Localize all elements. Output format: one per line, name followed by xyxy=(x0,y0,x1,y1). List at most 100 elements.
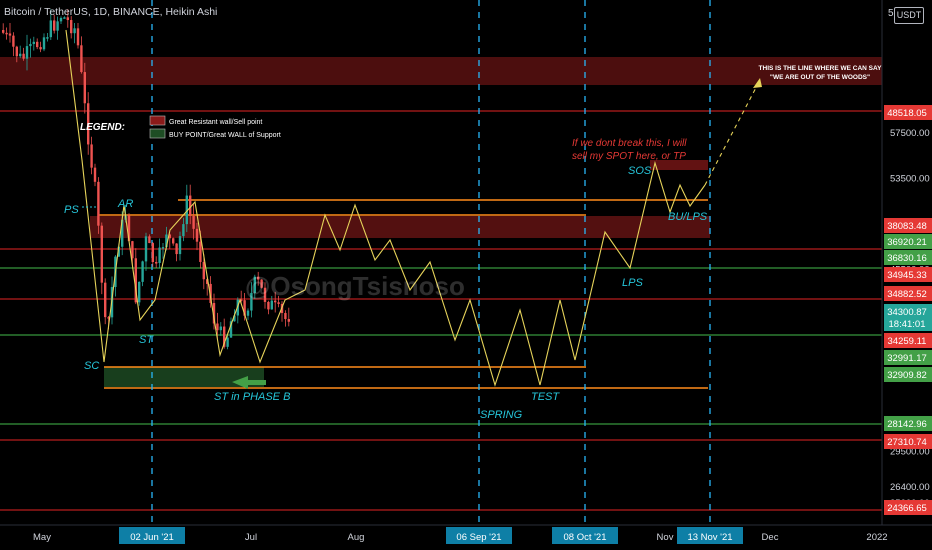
candle-body xyxy=(267,301,270,310)
candle-body xyxy=(22,53,25,59)
candle-body xyxy=(263,287,267,302)
candle-body xyxy=(12,35,15,47)
legend-item-label: BUY POINT/Great WALL of Support xyxy=(169,132,281,139)
price-label-box xyxy=(884,286,932,301)
candle-body xyxy=(287,319,290,322)
time-axis-highlight xyxy=(119,527,185,544)
candle-body xyxy=(260,279,263,288)
candle-body xyxy=(76,28,80,46)
price-label-text: 24366.65 xyxy=(887,503,927,514)
candle-body xyxy=(83,72,86,104)
legend-title: LEGEND: xyxy=(80,122,125,133)
candle-body xyxy=(59,18,63,22)
watermark: @OsongTsisnoso xyxy=(245,271,465,301)
time-axis-date-highlight: 08 Oct '21 xyxy=(563,532,606,543)
breakout-projection-arrow xyxy=(704,79,761,186)
candle-body xyxy=(216,323,219,331)
time-axis-highlight xyxy=(677,527,743,544)
price-label-box xyxy=(884,304,932,319)
price-label-box xyxy=(884,250,932,265)
time-axis-date-highlight: 06 Sep '21 xyxy=(456,532,501,543)
candle-body xyxy=(80,45,83,73)
time-axis-highlight xyxy=(552,527,618,544)
candle-body xyxy=(246,310,250,316)
price-label-text: 28142.96 xyxy=(887,419,927,430)
price-label-box xyxy=(884,218,932,233)
price-label-box xyxy=(884,105,932,120)
time-axis-tick: May xyxy=(33,532,51,543)
annotation-test: TEST xyxy=(531,391,560,403)
candle-body xyxy=(36,41,39,48)
support-arrow xyxy=(232,376,266,389)
price-label-text: 48518.05 xyxy=(887,108,927,119)
price-label-box xyxy=(884,350,932,365)
price-label-text: 36920.21 xyxy=(887,237,927,248)
candle-body xyxy=(257,276,260,280)
price-label-box xyxy=(884,333,932,348)
price-label-text: 36830.16 xyxy=(887,253,927,264)
price-label-box xyxy=(884,316,932,331)
symbol-title: Bitcoin / TetherUS, 1D, BINANCE, Heikin … xyxy=(4,6,218,18)
candle-body xyxy=(172,238,175,244)
candle-body xyxy=(155,262,158,264)
candle-body xyxy=(233,315,236,322)
annotation-sos: SOS xyxy=(628,165,652,177)
price-label-text: 34945.33 xyxy=(887,270,927,281)
candle-body xyxy=(165,234,168,248)
legend-swatch xyxy=(149,115,166,126)
candle-body xyxy=(49,20,52,38)
price-label-text: 32991.17 xyxy=(887,353,927,364)
candle-body xyxy=(90,144,93,168)
resistance-zone-top xyxy=(0,57,882,85)
candle-body xyxy=(189,195,192,216)
candle-body xyxy=(219,326,222,331)
time-axis-tick: Dec xyxy=(762,532,779,543)
candle-body xyxy=(253,276,256,293)
candle-body xyxy=(229,321,233,338)
candle-body xyxy=(46,37,49,39)
note-red-line: If we dont break this, I will xyxy=(572,138,687,149)
candle-body xyxy=(107,317,110,319)
candle-body xyxy=(127,215,131,242)
candle-body xyxy=(141,261,144,282)
breakout-arrowhead xyxy=(753,78,762,88)
y-axis-tick: 53500.00 xyxy=(890,173,930,184)
annotation-ps: PS xyxy=(64,204,79,216)
candle-body xyxy=(53,20,56,31)
price-label-text: 34300.87 xyxy=(887,307,927,318)
candle-body xyxy=(199,241,202,262)
candle-body xyxy=(182,224,185,237)
price-label-text: 27310.74 xyxy=(887,437,927,448)
support-zone xyxy=(104,367,264,387)
annotation-sc: SC xyxy=(84,360,99,372)
candle-body xyxy=(19,53,22,57)
price-label-box xyxy=(884,367,932,382)
candle-body xyxy=(56,21,59,31)
y-axis-tick-partial: 5 xyxy=(888,8,894,19)
candle-body xyxy=(175,243,178,255)
candle-body xyxy=(2,30,5,33)
candle-body xyxy=(138,281,141,303)
annotation-bu-lps: BU/LPS xyxy=(668,211,708,223)
candle-body xyxy=(226,337,229,347)
candle-body xyxy=(104,282,107,318)
price-label-text: 32909.82 xyxy=(887,370,927,381)
y-axis-tick: 57500.00 xyxy=(890,128,930,139)
candle-body xyxy=(100,225,103,283)
candle-body xyxy=(29,43,32,47)
candle-body xyxy=(131,241,134,259)
candle-body xyxy=(117,246,120,257)
candle-body xyxy=(121,219,124,247)
price-label-text: 38083.48 xyxy=(887,221,927,232)
price-label-box xyxy=(884,434,932,449)
price-label-text: 34259.11 xyxy=(888,336,927,347)
candle-body xyxy=(274,300,277,303)
note-red-line: sell my SPOT here, or TP xyxy=(572,151,686,162)
currency-button[interactable]: USDT xyxy=(894,7,924,24)
candle-body xyxy=(5,32,8,35)
candle-body xyxy=(223,326,226,347)
candle-body xyxy=(42,37,46,50)
candles-group xyxy=(2,9,290,350)
time-axis-tick: 2022 xyxy=(866,532,887,543)
candle-body xyxy=(93,167,97,182)
